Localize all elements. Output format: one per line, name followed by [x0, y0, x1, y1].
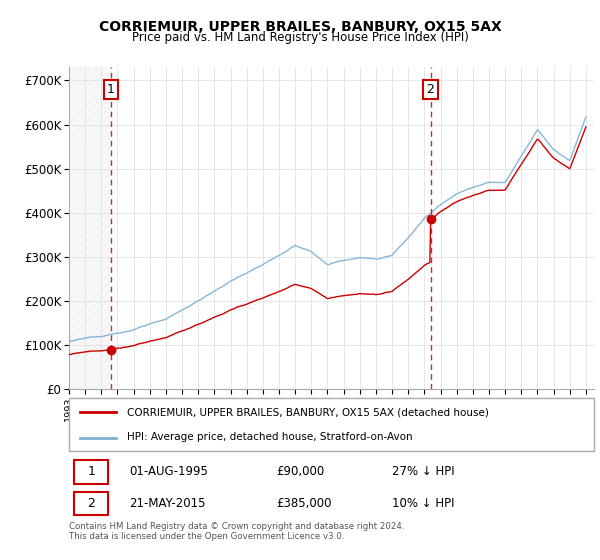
Bar: [69, 67, 110, 389]
Text: £385,000: £385,000: [277, 497, 332, 510]
Text: 1: 1: [88, 465, 95, 478]
Text: £90,000: £90,000: [277, 465, 325, 478]
Text: 27% ↓ HPI: 27% ↓ HPI: [392, 465, 455, 478]
FancyBboxPatch shape: [74, 492, 109, 515]
Text: 1: 1: [107, 83, 115, 96]
Text: HPI: Average price, detached house, Stratford-on-Avon: HPI: Average price, detached house, Stra…: [127, 432, 412, 442]
Text: 10% ↓ HPI: 10% ↓ HPI: [392, 497, 454, 510]
Text: 2: 2: [88, 497, 95, 510]
Text: Price paid vs. HM Land Registry's House Price Index (HPI): Price paid vs. HM Land Registry's House …: [131, 31, 469, 44]
Text: CORRIEMUIR, UPPER BRAILES, BANBURY, OX15 5AX (detached house): CORRIEMUIR, UPPER BRAILES, BANBURY, OX15…: [127, 408, 488, 418]
Text: 01-AUG-1995: 01-AUG-1995: [130, 465, 208, 478]
FancyBboxPatch shape: [74, 460, 109, 483]
Text: Contains HM Land Registry data © Crown copyright and database right 2024.
This d: Contains HM Land Registry data © Crown c…: [69, 522, 404, 542]
Text: 21-MAY-2015: 21-MAY-2015: [130, 497, 206, 510]
FancyBboxPatch shape: [69, 398, 594, 451]
Text: 2: 2: [427, 83, 434, 96]
Text: CORRIEMUIR, UPPER BRAILES, BANBURY, OX15 5AX: CORRIEMUIR, UPPER BRAILES, BANBURY, OX15…: [98, 20, 502, 34]
